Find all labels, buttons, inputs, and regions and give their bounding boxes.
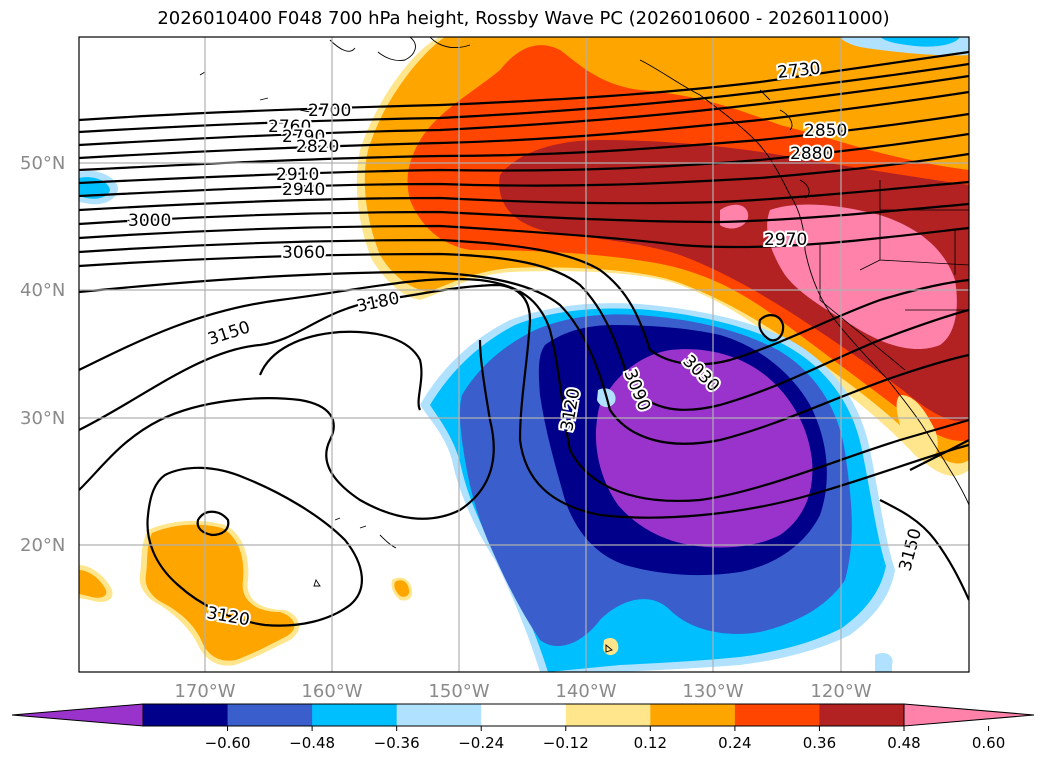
colorbar-tick-label: 0.36 [803, 734, 836, 752]
contour-label: 2700 [308, 101, 351, 121]
contour-label: 2910 [276, 165, 319, 185]
contour-label: 2760 [268, 117, 311, 137]
map-frame [78, 36, 970, 673]
gridlines [79, 37, 969, 672]
colorbar-tick-label: −0.24 [458, 734, 504, 752]
colorbar-cell [481, 704, 567, 726]
colorbar-frame [142, 703, 905, 727]
contour-label: 2880 [790, 144, 833, 164]
map-plot-area: 2700 2730 2760 2790 2820 2850 2880 2910 … [79, 37, 969, 672]
colorbar-cell [227, 704, 313, 726]
colorbar-tick-label: 0.24 [718, 734, 751, 752]
latitude-label: 30°N [20, 408, 65, 429]
colorbar-tick-label: −0.48 [289, 734, 335, 752]
colorbar-extend-low [11, 703, 144, 727]
colorbar-cell [734, 704, 820, 726]
positive-anomaly-west [79, 520, 413, 666]
contour-label: 2940 [282, 180, 325, 200]
colorbar: −0.60 −0.48 −0.36 −0.24 −0.12 0.12 0.24 0.36 0.4… [11, 703, 1035, 752]
longitude-label: 170°W [174, 681, 235, 702]
colorbar-cell [312, 704, 398, 726]
negative-anomaly-region [420, 303, 895, 672]
latitude-label: 40°N [20, 280, 65, 301]
colorbar-cell [396, 704, 482, 726]
state-borders [819, 180, 969, 371]
colorbar-cell [650, 704, 736, 726]
longitude-label: 160°W [301, 681, 362, 702]
colorbar-cell [143, 704, 229, 726]
contour-label: 2970 [764, 230, 807, 250]
latitude-axis: 50°N 40°N 30°N 20°N [20, 153, 65, 556]
contour-label: 3000 [128, 211, 171, 231]
colorbar-tick-label: 0.60 [972, 734, 1005, 752]
colorbar-tick-label: −0.12 [543, 734, 589, 752]
contour-label: 2790 [282, 127, 325, 147]
map-title: 2026010400 F048 700 hPa height, Rossby W… [157, 8, 890, 29]
contour-label: 2820 [296, 137, 339, 157]
colorbar-cell [565, 704, 651, 726]
colorbar-tick-label: 0.48 [887, 734, 920, 752]
colorbar-cell [819, 704, 905, 726]
colorbar-tick-label: 0.12 [634, 734, 667, 752]
latitude-label: 20°N [20, 535, 65, 556]
longitude-label: 120°W [810, 681, 871, 702]
colorbar-extend-high [903, 703, 1035, 727]
longitude-axis: 170°W 160°W 150°W 140°W 130°W 120°W [174, 681, 871, 702]
height-contours [79, 50, 969, 627]
longitude-label: 130°W [682, 681, 743, 702]
contour-label: 3060 [282, 243, 325, 263]
longitude-label: 140°W [555, 681, 616, 702]
latitude-label: 50°N [20, 153, 65, 174]
colorbar-tick-label: −0.36 [374, 734, 420, 752]
colorbar-tick-label: −0.60 [205, 734, 251, 752]
longitude-label: 150°W [428, 681, 489, 702]
